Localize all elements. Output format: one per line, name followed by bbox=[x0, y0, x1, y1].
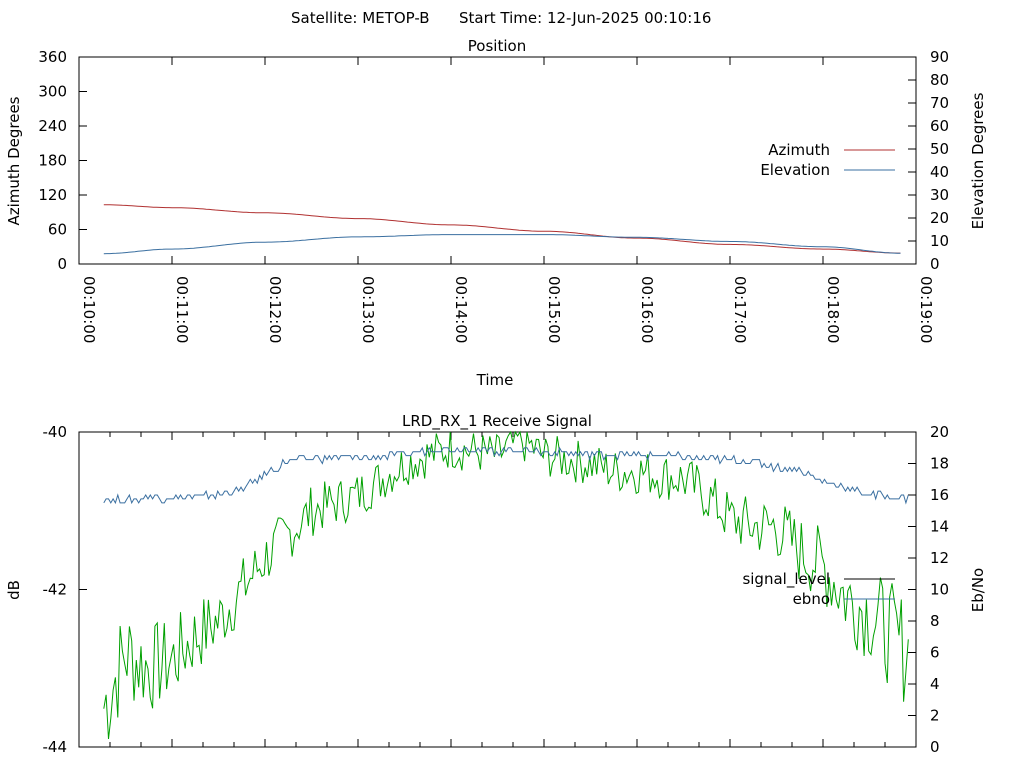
satellite-label: Satellite: METOP-B bbox=[291, 9, 430, 27]
y2-tick-label: 20 bbox=[930, 423, 949, 441]
x-tick-label: 00:13:00 bbox=[359, 276, 377, 343]
y-tick-label: 360 bbox=[38, 48, 67, 66]
y-tick-label: 120 bbox=[38, 186, 67, 204]
y2-tick-label: 6 bbox=[930, 644, 940, 662]
chart1-legend: Azimuth Elevation bbox=[760, 141, 895, 179]
y2-tick-label: 14 bbox=[930, 518, 949, 536]
y2-tick-label: 70 bbox=[930, 94, 949, 112]
y2-tick-label: 0 bbox=[930, 255, 940, 273]
y2-tick-label: 8 bbox=[930, 612, 940, 630]
y-tick-label: -42 bbox=[43, 581, 68, 599]
x-tick-label: 00:11:00 bbox=[173, 276, 191, 343]
y-tick-label: 180 bbox=[38, 152, 67, 170]
x-tick-label: 00:10:00 bbox=[80, 276, 98, 343]
y2-tick-label: 50 bbox=[930, 140, 949, 158]
y-tick-label: -44 bbox=[43, 738, 68, 756]
chart1-title: Position bbox=[468, 37, 526, 55]
y2-tick-label: 12 bbox=[930, 549, 949, 567]
x-tick-label: 00:14:00 bbox=[452, 276, 470, 343]
x-tick-label: 00:16:00 bbox=[638, 276, 656, 343]
y2-tick-label: 90 bbox=[930, 48, 949, 66]
y2-tick-label: 30 bbox=[930, 186, 949, 204]
chart2-ylabel: dB bbox=[5, 580, 23, 600]
series-line-signal_level bbox=[103, 430, 909, 740]
x-tick-label: 00:18:00 bbox=[824, 276, 842, 343]
chart1-ticks: 0 60 120 180 240 300 360 0 10 20 30 40 50 60 70 80 90 00:… bbox=[38, 48, 949, 343]
series-line-Elevation bbox=[103, 234, 901, 255]
chart1-y2label: Elevation Degrees bbox=[969, 92, 987, 229]
x-tick-label: 00:15:00 bbox=[545, 276, 563, 343]
chart1-xlabel: Time bbox=[476, 371, 514, 389]
x-tick-label: 00:17:00 bbox=[731, 276, 749, 343]
y2-tick-label: 80 bbox=[930, 71, 949, 89]
y-tick-label: -40 bbox=[43, 423, 68, 441]
y-tick-label: 60 bbox=[48, 221, 67, 239]
y2-tick-label: 4 bbox=[930, 675, 940, 693]
y2-tick-label: 60 bbox=[930, 117, 949, 135]
y2-tick-label: 2 bbox=[930, 707, 940, 725]
chart2-y2label: Eb/No bbox=[969, 568, 987, 612]
series-line-ebno bbox=[103, 446, 909, 505]
y2-tick-label: 10 bbox=[930, 232, 949, 250]
y2-tick-label: 40 bbox=[930, 163, 949, 181]
legend-label-signal_level: signal_level bbox=[742, 570, 830, 589]
x-tick-label: 00:12:00 bbox=[266, 276, 284, 343]
chart2-plot-frame bbox=[78, 431, 917, 748]
y2-tick-label: 10 bbox=[930, 581, 949, 599]
x-tick-label: 00:19:00 bbox=[917, 276, 935, 343]
start-time-label: Start Time: 12-Jun-2025 00:10:16 bbox=[459, 9, 711, 27]
legend-label-Azimuth: Azimuth bbox=[768, 141, 830, 159]
y2-tick-label: 20 bbox=[930, 209, 949, 227]
chart1-ylabel: Azimuth Degrees bbox=[5, 96, 23, 225]
y-tick-label: 300 bbox=[38, 83, 67, 101]
y-tick-label: 0 bbox=[57, 255, 67, 273]
y2-tick-label: 0 bbox=[930, 738, 940, 756]
series-line-Azimuth bbox=[103, 204, 901, 254]
y2-tick-label: 18 bbox=[930, 455, 949, 473]
y-tick-label: 240 bbox=[38, 117, 67, 135]
legend-label-Elevation: Elevation bbox=[760, 161, 830, 179]
y2-tick-label: 16 bbox=[930, 486, 949, 504]
chart1-lines bbox=[103, 204, 901, 255]
chart2-ticks: -44 -42 -40 0 2 4 6 8 10 12 14 16 18 20 bbox=[43, 423, 950, 756]
chart2-title: LRD_RX_1 Receive Signal bbox=[402, 412, 592, 431]
chart2-lines bbox=[103, 430, 909, 740]
legend-label-ebno: ebno bbox=[793, 590, 830, 608]
